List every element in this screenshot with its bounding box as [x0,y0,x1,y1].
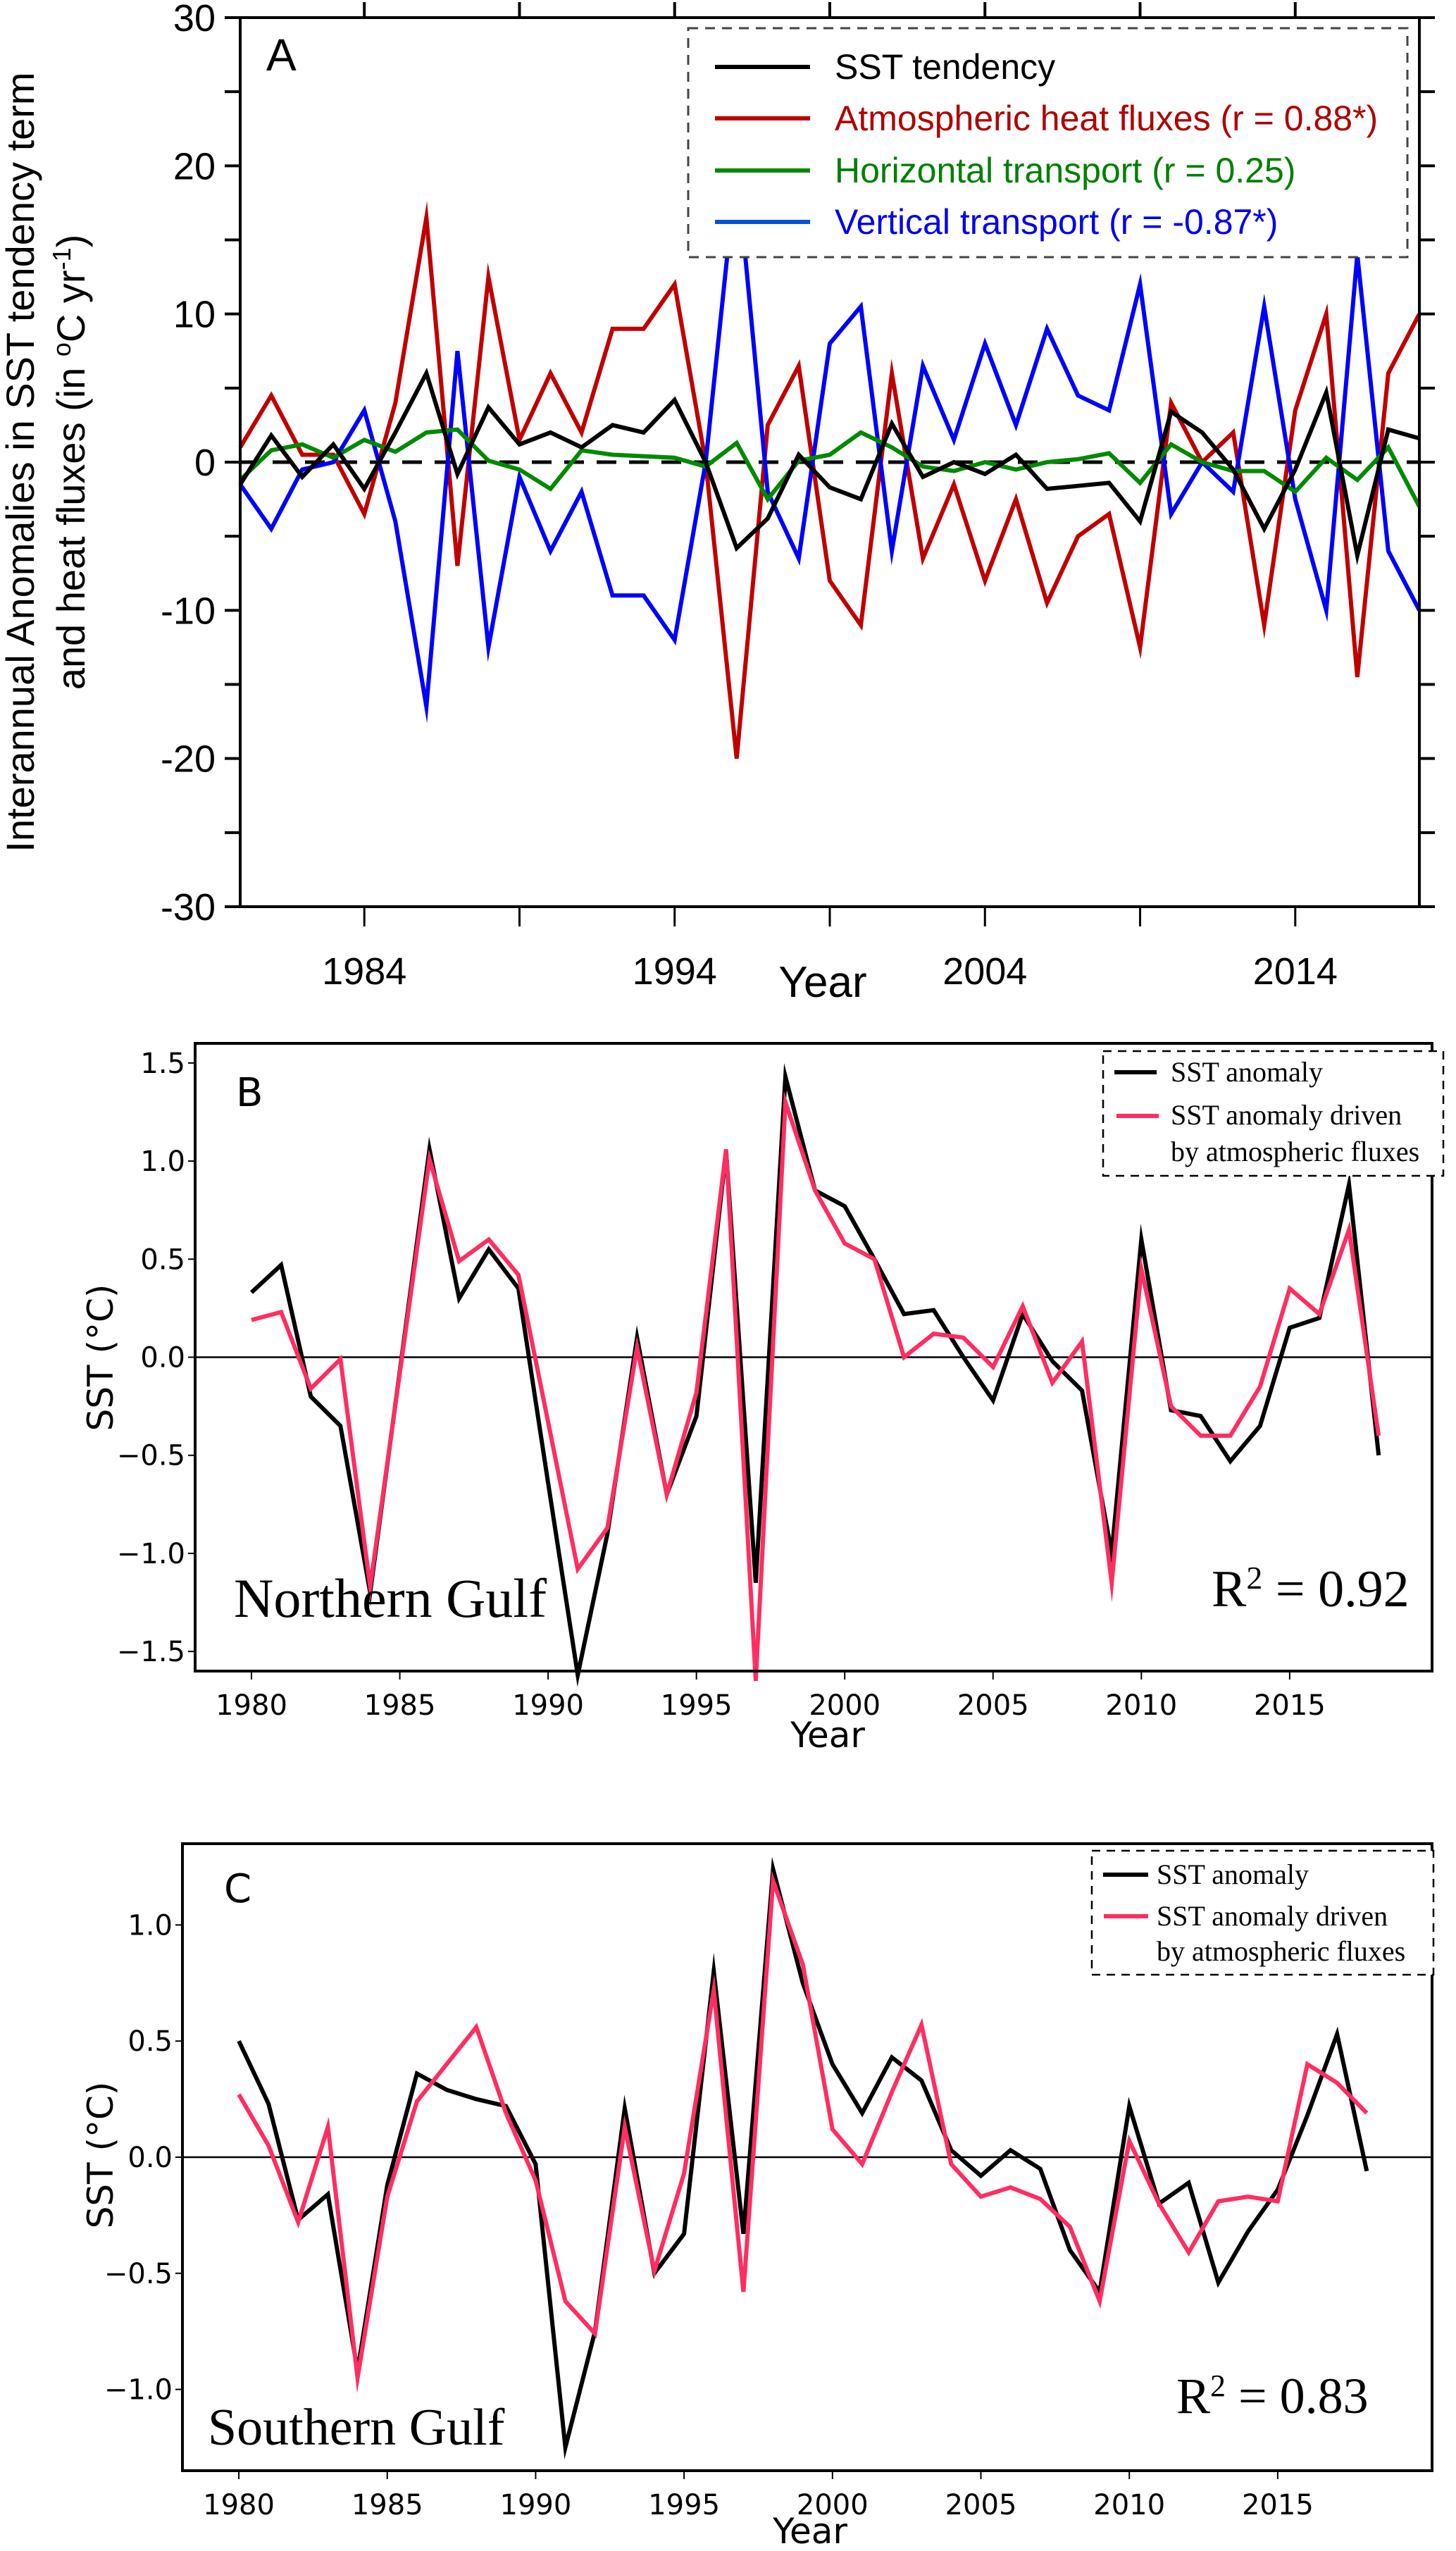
panel-a-x-axis-label: Year [778,958,866,1007]
y-tick-label: 1.5 [140,1048,185,1080]
panel-b: 1.5 1.0 0.5 0.0 −0.5 −1.0 −1.5 1980 1985 1990 199… [80,1042,1445,1756]
series-line-sst-anomaly-driven-by-atmospheric-fluxes [251,1091,1381,1682]
panel-a-y-axis-label-line2: and heat fluxes (in oC yr-1) [47,235,94,690]
y-tick-label: 20 [173,145,216,187]
y-tick-label: 0 [194,442,216,484]
x-tick-label: 1985 [351,2489,423,2521]
panel-a-y-ticks: 30 20 10 0 -10 -20 -30 [161,0,1435,929]
series-line-vertical-transport-r-0-87 [238,165,1421,724]
legend-label-sst-anomaly-driven-line2: by atmospheric fluxes [1157,1935,1405,1967]
y-tick-label: -20 [161,738,216,781]
legend-label-vertical-transport: Vertical transport (r = -0.87*) [835,202,1278,242]
y-tick-label: −0.5 [117,1440,185,1472]
y-tick-label: 0.0 [127,2142,173,2174]
y-tick-label: 30 [173,0,216,39]
panel-c-x-ticks: 1980 1985 1990 1995 2000 2005 2010 2015 [203,2471,1314,2521]
x-tick-label: 2000 [809,1689,881,1722]
x-tick-label: 2004 [942,950,1027,993]
panel-b-series [195,1063,1432,1687]
panel-b-y-axis-label: SST (°C) [80,1284,121,1432]
panel-a-x-ticks: 1984 1994 2004 2014 [322,2,1338,993]
y-tick-label: 0.0 [140,1342,185,1374]
y-tick-label: -30 [161,886,216,929]
panel-b-x-ticks: 1980 1985 1990 1995 2000 2005 2010 2015 [216,1671,1326,1722]
y-tick-label: -10 [161,590,216,632]
panel-c: 1.0 0.5 0.0 −0.5 −1.0 1980 1985 1990 1995 2000 20… [80,1842,1435,2551]
x-tick-label: 2010 [1093,2489,1165,2521]
panel-a-label: A [266,30,297,80]
series-line-sst-anomaly-driven-by-atmospheric-fluxes [237,1870,1369,2393]
legend-label-sst-anomaly: SST anomaly [1171,1056,1323,1088]
panel-b-label: B [236,1070,263,1116]
series-line-horizontal-transport-r-0-25 [238,427,1421,508]
panel-c-region-label: Southern Gulf [208,2399,505,2457]
y-tick-label: 0.5 [140,1243,185,1276]
panel-c-r2-annotation: R2 = 0.83 [1176,2368,1369,2424]
panel-c-frame [181,1842,1433,2472]
x-tick-label: 1994 [633,950,717,993]
series-line-sst-anomaly [237,1856,1369,2459]
panel-a-frame [239,16,1421,908]
x-tick-label: 1985 [364,1689,436,1722]
y-tick-label: −1.5 [117,1636,185,1668]
x-tick-label: 2014 [1253,950,1338,993]
x-tick-label: 1980 [216,1689,287,1722]
x-tick-label: 2015 [1254,1689,1326,1722]
legend-label-horizontal-transport: Horizontal transport (r = 0.25) [835,151,1295,190]
panel-a: 30 20 10 0 -10 -20 -30 1984 1994 2004 2014 A SST … [0,0,1435,1007]
panel-a-series [238,165,1421,759]
panel-a-legend: SST tendency Atmospheric heat fluxes (r … [687,27,1409,259]
x-tick-label: 1984 [322,950,406,993]
panel-c-label: C [224,1866,251,1912]
panel-b-y-ticks: 1.5 1.0 0.5 0.0 −0.5 −1.0 −1.5 [117,1048,195,1668]
panel-b-legend-box [1102,1050,1445,1177]
legend-label-sst-anomaly-driven-line2: by atmospheric fluxes [1171,1136,1419,1167]
x-tick-label: 1995 [648,2489,720,2521]
legend-label-sst-anomaly-driven-line1: SST anomaly driven [1157,1900,1388,1932]
panel-c-series [182,1856,1432,2459]
y-tick-label: 1.0 [127,1909,173,1942]
panel-b-r2-annotation: R2 = 0.92 [1212,1560,1410,1619]
legend-label-sst-anomaly: SST anomaly [1157,1858,1309,1890]
y-tick-label: 10 [173,294,216,336]
x-tick-label: 2015 [1242,2489,1314,2521]
x-tick-label: 1995 [661,1689,733,1722]
y-tick-label: −1.0 [104,2374,173,2407]
x-tick-label: 2010 [1105,1689,1177,1722]
y-tick-label: 1.0 [140,1146,185,1178]
x-tick-label: 2000 [797,2489,869,2521]
legend-label-sst-anomaly-driven-line1: SST anomaly driven [1171,1099,1402,1131]
y-tick-label: −1.0 [117,1538,185,1570]
series-line-atmospheric-heat-fluxes-r-0-88 [238,201,1421,759]
panel-c-legend-box [1090,1849,1435,1976]
x-tick-label: 1990 [512,1689,584,1722]
series-line-sst-tendency [238,367,1420,566]
x-tick-label: 2005 [957,1689,1029,1722]
legend-label-atmospheric-heat-fluxes: Atmospheric heat fluxes (r = 0.88*) [835,99,1378,138]
panel-c-y-axis-label: SST (°C) [80,2082,121,2229]
panel-b-region-label: Northern Gulf [234,1568,547,1629]
x-tick-label: 1980 [203,2489,275,2521]
x-tick-label: 2005 [945,2489,1017,2521]
x-tick-label: 1990 [500,2489,572,2521]
y-tick-label: 0.5 [127,2025,173,2058]
panel-b-x-axis-label: Year [790,1715,865,1756]
panel-c-x-axis-label: Year [772,2511,847,2551]
panel-c-y-ticks: 1.0 0.5 0.0 −0.5 −1.0 [104,1909,182,2407]
panel-b-frame [194,1042,1433,1672]
y-tick-label: −0.5 [104,2258,173,2290]
panel-b-legend: SST anomaly SST anomaly driven by atmosp… [1102,1050,1445,1177]
panel-a-y-axis-label-line1: Interannual Anomalies in SST tendency te… [0,72,42,852]
panel-c-legend: SST anomaly SST anomaly driven by atmosp… [1090,1849,1435,1976]
legend-label-sst-tendency: SST tendency [835,47,1055,87]
